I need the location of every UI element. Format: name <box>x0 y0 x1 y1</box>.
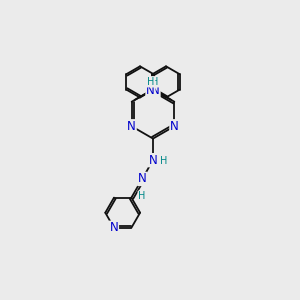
Text: N: N <box>127 120 136 133</box>
Text: H: H <box>147 77 155 87</box>
Text: N: N <box>146 84 155 98</box>
Text: N: N <box>148 154 158 167</box>
Text: N: N <box>138 172 147 185</box>
Text: N: N <box>148 83 158 96</box>
Text: H: H <box>138 191 146 201</box>
Text: H: H <box>160 156 167 166</box>
Text: N: N <box>110 221 118 234</box>
Text: N: N <box>170 120 179 133</box>
Text: N: N <box>151 84 160 98</box>
Text: H: H <box>151 77 159 87</box>
